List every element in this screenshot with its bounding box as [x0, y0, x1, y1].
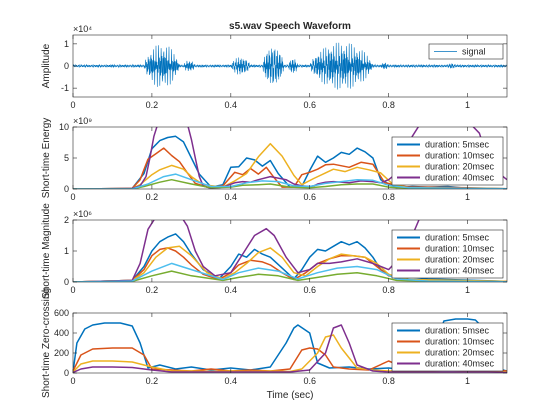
y-tick-label: 0 — [64, 184, 69, 194]
y-tick-label: 400 — [54, 328, 69, 338]
chart-title: s5.wav Speech Waveform — [229, 21, 351, 32]
y-tick-label: 200 — [54, 348, 69, 358]
series-line-4 — [73, 127, 507, 189]
y-tick-label: 0 — [64, 61, 69, 71]
y-tick-label: 1 — [64, 39, 69, 49]
y-exponent-label: ×10⁹ — [73, 116, 92, 126]
x-tick-label: 0.6 — [303, 100, 316, 110]
series-line-5 — [73, 270, 507, 282]
series-line-2 — [73, 147, 507, 189]
x-tick-label: 0.2 — [146, 376, 159, 386]
series-layer — [73, 42, 507, 90]
legend-entry: duration: 10msec — [425, 151, 495, 161]
legend-entry: duration: 20msec — [425, 348, 495, 358]
series-line-3 — [73, 142, 507, 189]
y-tick-label: 600 — [54, 308, 69, 318]
x-tick-label: 0.6 — [303, 285, 316, 295]
x-tick-label: 0.4 — [225, 376, 238, 386]
series-line-4 — [73, 220, 420, 282]
x-tick-label: 0 — [70, 192, 75, 202]
x-tick-label: 0.4 — [225, 285, 238, 295]
series-line-6 — [73, 262, 507, 282]
y-tick-label: 0 — [64, 368, 69, 378]
x-tick-label: 0.4 — [225, 100, 238, 110]
x-tick-label: 0 — [70, 100, 75, 110]
legend-entry: duration: 40msec — [425, 359, 495, 369]
y-axis-label: Short-time Zero-crossing — [41, 288, 52, 398]
series-line-1 — [73, 318, 507, 373]
legend-entry: duration: 20msec — [425, 255, 495, 265]
axes-box — [72, 312, 508, 374]
subplot-3: 0 0.2 0.4 0.6 0.8 1 0 1 2 ×10⁶ Short-time Magnitud… — [41, 203, 508, 299]
x-tick-label: 1 — [465, 285, 470, 295]
legend-entry: duration: 10msec — [425, 244, 495, 254]
x-tick-label: 1 — [465, 192, 470, 202]
x-tick-label: 1 — [465, 100, 470, 110]
y-axis-label: Amplitude — [41, 43, 52, 88]
y-tick-label: 1 — [64, 246, 69, 256]
x-tick-label: 0.4 — [225, 192, 238, 202]
x-tick-label: 0.8 — [382, 100, 395, 110]
legend-box — [428, 43, 504, 60]
legend-entry: duration: 40msec — [425, 266, 495, 276]
series-line-6 — [73, 173, 507, 189]
series-line-1 — [73, 233, 507, 282]
legend-entry: duration: 40msec — [425, 173, 495, 183]
x-tick-label: 0 — [70, 376, 75, 386]
y-tick-label: 5 — [64, 153, 69, 163]
series-layer — [73, 127, 507, 189]
x-tick-label: 0.8 — [382, 192, 395, 202]
legend-entry: duration: 5msec — [425, 233, 490, 243]
series-line-5 — [73, 178, 507, 189]
legend-entry: duration: 20msec — [425, 162, 495, 172]
legend-entry: duration: 10msec — [425, 337, 495, 347]
x-axis-label: Time (sec) — [267, 390, 314, 401]
y-tick-label: 2 — [64, 215, 69, 225]
x-tick-label: 0.6 — [303, 376, 316, 386]
x-tick-label: 0.8 — [382, 285, 395, 295]
series-line-1 — [73, 135, 507, 189]
x-tick-label: 0.6 — [303, 192, 316, 202]
x-tick-label: 1 — [465, 376, 470, 386]
legend-entry: signal — [462, 47, 486, 57]
series-line-3 — [73, 245, 507, 282]
y-tick-label: 10 — [59, 122, 69, 132]
y-axis-label: Short-time Magnitude — [41, 203, 52, 299]
x-tick-label: 0.2 — [146, 285, 159, 295]
legend-entry: duration: 5msec — [425, 326, 490, 336]
legend: signal — [428, 43, 504, 60]
series-layer — [73, 220, 507, 282]
series-line-signal — [73, 42, 507, 90]
x-tick-label: 0.8 — [382, 376, 395, 386]
x-tick-label: 0 — [70, 285, 75, 295]
y-exponent-label: ×10⁴ — [73, 24, 92, 34]
y-tick-label: -1 — [61, 83, 69, 93]
y-tick-label: 0 — [64, 277, 69, 287]
x-tick-label: 0.2 — [146, 192, 159, 202]
y-axis-label: Short-time Energy — [41, 118, 52, 199]
x-tick-label: 0.2 — [146, 100, 159, 110]
y-exponent-label: ×10⁶ — [73, 209, 92, 219]
legend-entry: duration: 5msec — [425, 140, 490, 150]
